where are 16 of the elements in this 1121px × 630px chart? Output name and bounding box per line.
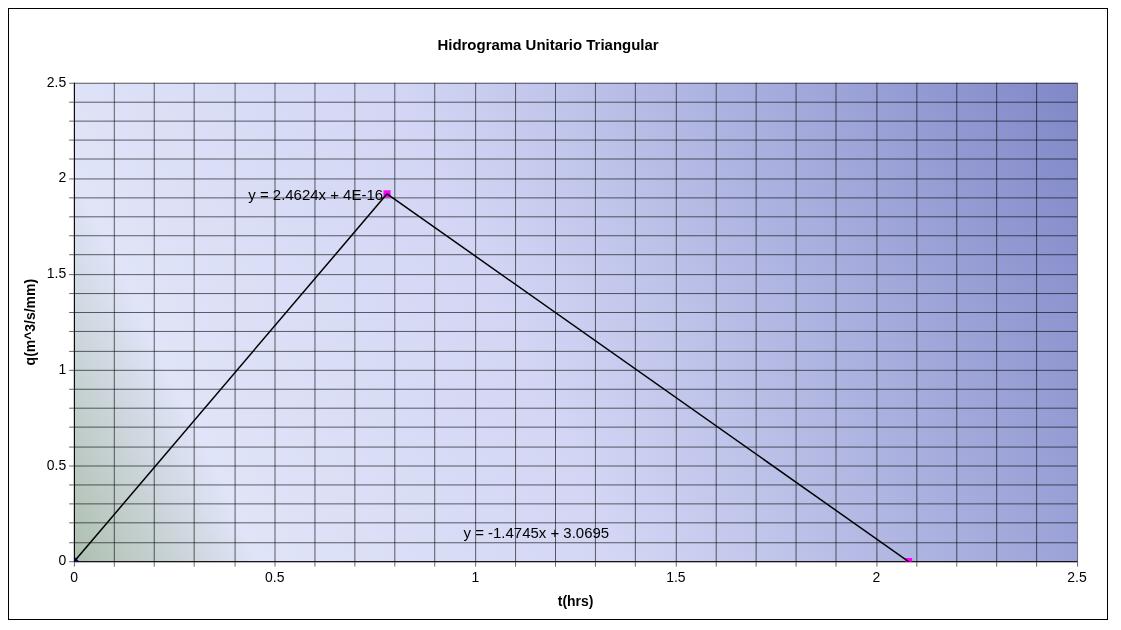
x-tick-label: 2.5 [1067,568,1087,585]
x-tick-label: 2 [872,568,881,585]
x-tick-label: 1.5 [666,568,686,585]
y-tick-label: 2 [58,169,67,186]
y-tick-label: 1.5 [46,265,67,282]
y-tick-label: 0 [58,552,67,569]
y-tick-label: 0.5 [46,456,67,473]
y-axis-title: q(m^3/s/mm) [22,278,39,366]
chart-title: Hidrograma Unitario Triangular [437,36,659,53]
x-tick-label: 1 [471,568,480,585]
annotation: y = 2.4624x + 4E-16 [248,185,384,203]
x-tick-label: 0 [70,568,79,585]
x-axis-title: t(hrs) [557,592,594,609]
x-tick-label: 0.5 [265,568,285,585]
y-tick-label: 1 [58,360,67,377]
y-tick-label: 2.5 [46,73,67,90]
